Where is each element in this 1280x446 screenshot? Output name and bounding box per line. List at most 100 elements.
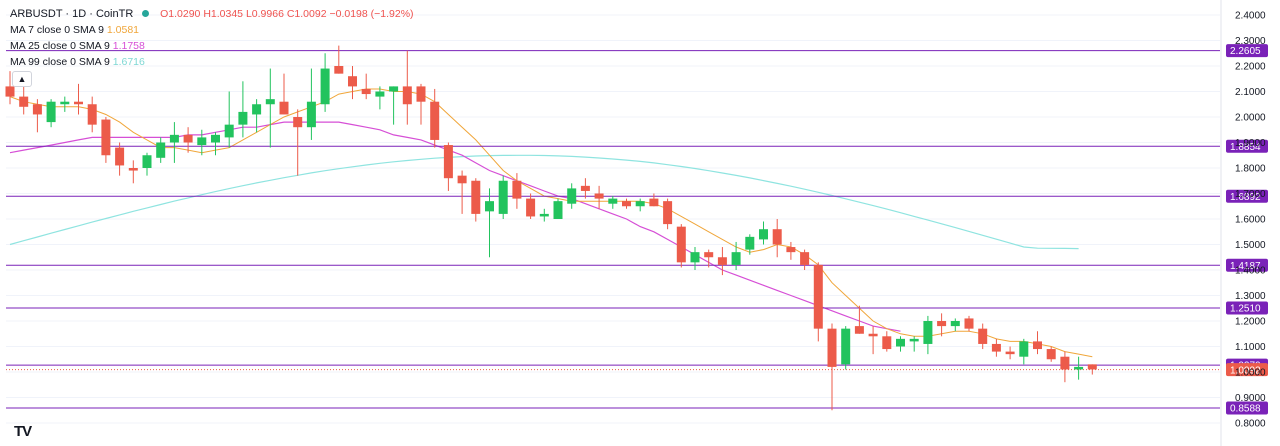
indicator-value: 1.0581 xyxy=(106,24,140,36)
y-tick-label: 1.9000 xyxy=(1235,138,1266,149)
candle-up xyxy=(909,336,919,352)
level-price-label: 1.8854 xyxy=(1230,142,1261,153)
level-price-label: 0.8588 xyxy=(1230,404,1261,415)
candle-body xyxy=(663,201,673,225)
y-tick-label: 1.7000 xyxy=(1235,189,1266,200)
candle-down xyxy=(512,173,522,209)
level-price-label: 1.2510 xyxy=(1230,304,1261,315)
legend-collapse-button[interactable]: ▲ xyxy=(12,71,32,87)
y-tick-label: 1.1000 xyxy=(1235,342,1266,353)
candle-down xyxy=(827,323,837,411)
candle-body xyxy=(19,96,29,107)
tradingview-logo: TV xyxy=(14,423,32,440)
candle-body xyxy=(731,252,741,265)
candle-body xyxy=(1033,341,1042,350)
last-price-label: 1.0092 xyxy=(1230,365,1261,376)
symbol-row: ARBUSDT · 1D · CoinTR O1.0290 H1.0345 L0… xyxy=(10,6,414,22)
candle-up xyxy=(389,86,399,125)
candle-down xyxy=(402,50,412,125)
candle-body xyxy=(690,252,700,263)
candle-down xyxy=(87,96,97,133)
candle-up xyxy=(375,86,385,110)
candle-body xyxy=(717,257,727,265)
level-price-label: 1.4187 xyxy=(1230,261,1261,272)
market-status-icon xyxy=(142,10,150,17)
candle-down xyxy=(1005,346,1015,360)
candle-body xyxy=(252,104,262,115)
candle-up xyxy=(745,234,755,255)
indicator-ma99[interactable]: MA 99 close 0 SMA 9 1.6716 xyxy=(10,54,414,70)
candle-up xyxy=(169,122,179,163)
candle-down xyxy=(786,241,796,260)
candle-body xyxy=(1005,351,1015,355)
ohlc-open: O1.0290 xyxy=(160,8,201,20)
y-tick-label: 2.0000 xyxy=(1235,113,1266,124)
candle-body xyxy=(594,193,604,199)
last-price-tag xyxy=(1226,363,1268,377)
y-tick-label: 0.9000 xyxy=(1235,393,1266,404)
candle-down xyxy=(1060,351,1070,383)
candle-down xyxy=(1046,346,1056,362)
candle-down xyxy=(704,249,714,268)
candle-body xyxy=(841,328,851,365)
candle-body xyxy=(238,111,248,125)
candle-down xyxy=(717,247,727,276)
candle-down xyxy=(663,198,673,230)
candle-down xyxy=(443,142,453,191)
candle-up xyxy=(142,152,152,176)
indicator-label: MA 7 close 0 SMA 9 xyxy=(10,24,104,36)
ohlc-low: L0.9966 xyxy=(245,8,284,20)
candle-down xyxy=(115,142,125,176)
candle-down xyxy=(854,305,864,334)
candle-body xyxy=(553,201,563,219)
candle-down xyxy=(676,224,686,268)
candle-down xyxy=(649,193,659,207)
indicator-ma25[interactable]: MA 25 close 0 SMA 9 1.1758 xyxy=(10,38,414,54)
candle-body xyxy=(539,213,549,217)
candle-body xyxy=(498,180,508,214)
candle-body xyxy=(471,180,481,214)
candle-down xyxy=(800,249,810,270)
ma7-line xyxy=(9,88,1093,358)
candle-down xyxy=(622,198,631,209)
symbol-title[interactable]: ARBUSDT · 1D · CoinTR xyxy=(10,8,134,20)
candle-down xyxy=(128,160,138,184)
candle-body xyxy=(348,76,357,87)
candle-body xyxy=(211,134,220,143)
candle-body xyxy=(224,124,234,138)
candle-down xyxy=(471,178,481,222)
y-tick-label: 2.1000 xyxy=(1235,87,1266,98)
candle-body xyxy=(115,147,125,166)
candle-down xyxy=(5,71,15,105)
candle-body xyxy=(800,252,810,265)
candle-down xyxy=(430,88,440,148)
candle-down xyxy=(1033,331,1042,355)
candle-body xyxy=(169,134,179,143)
level-price-tag xyxy=(1226,44,1268,58)
candle-body xyxy=(786,247,796,253)
candle-up xyxy=(485,188,494,258)
candle-body xyxy=(1060,356,1070,370)
candle-up xyxy=(841,326,851,370)
candle-body xyxy=(813,264,823,329)
indicator-ma7[interactable]: MA 7 close 0 SMA 9 1.0581 xyxy=(10,22,414,38)
candle-up xyxy=(553,198,563,219)
level-price-label: 2.2605 xyxy=(1230,46,1261,57)
candle-up xyxy=(539,208,549,222)
candle-body xyxy=(402,86,412,105)
candle-body xyxy=(1074,366,1084,370)
candle-body xyxy=(87,104,97,125)
price-axis: 2.4000 2.3000 2.2000 2.1000 2.0000 1.9000 1.80… xyxy=(1220,0,1266,446)
ma7-series-line xyxy=(9,88,1093,358)
level-price-tag xyxy=(1226,301,1268,315)
chevron-up-icon: ▲ xyxy=(17,74,27,84)
candle-body xyxy=(896,338,905,347)
y-tick-label: 1.2000 xyxy=(1235,317,1266,328)
candle-up xyxy=(238,81,248,138)
candle-down xyxy=(19,86,29,115)
candle-up xyxy=(950,318,960,332)
ohlc-close: C1.0092 xyxy=(286,8,327,20)
candle-body xyxy=(293,117,303,128)
y-tick-label: 0.8000 xyxy=(1235,419,1266,430)
